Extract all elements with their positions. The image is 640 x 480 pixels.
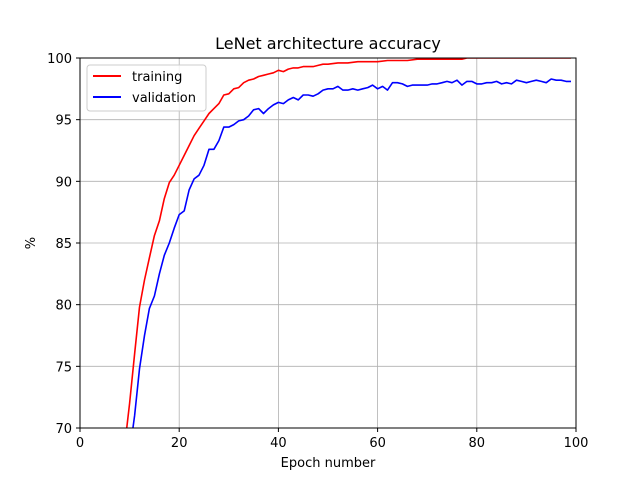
legend: training validation — [86, 64, 207, 112]
legend-label-validation: validation — [132, 91, 196, 106]
series-line-validation — [132, 78, 571, 428]
x-tick-label: 60 — [369, 436, 386, 451]
x-tick-label: 100 — [564, 436, 589, 451]
y-tick-label: 85 — [55, 237, 72, 252]
chart-title: LeNet architecture accuracy — [215, 34, 441, 53]
y-tick-label: 90 — [55, 175, 72, 190]
y-tick-label: 75 — [55, 360, 72, 375]
series-line-training — [125, 58, 571, 428]
y-tick-label: 70 — [55, 422, 72, 437]
x-tick-label: 20 — [171, 436, 188, 451]
legend-label-training: training — [132, 70, 182, 85]
series-lines — [125, 58, 571, 428]
x-axis-label: Epoch number — [281, 456, 376, 471]
x-ticks: 0 20 40 60 80 100 — [76, 428, 589, 451]
y-tick-label: 80 — [55, 299, 72, 314]
y-tick-label: 95 — [55, 114, 72, 129]
y-tick-label: 100 — [47, 52, 72, 67]
x-tick-label: 40 — [270, 436, 287, 451]
y-ticks: 70 75 80 85 90 95 100 — [47, 52, 80, 437]
x-tick-label: 0 — [76, 436, 84, 451]
grid-lines — [79, 57, 577, 429]
x-tick-label: 80 — [469, 436, 486, 451]
y-axis-label: % — [24, 237, 39, 249]
